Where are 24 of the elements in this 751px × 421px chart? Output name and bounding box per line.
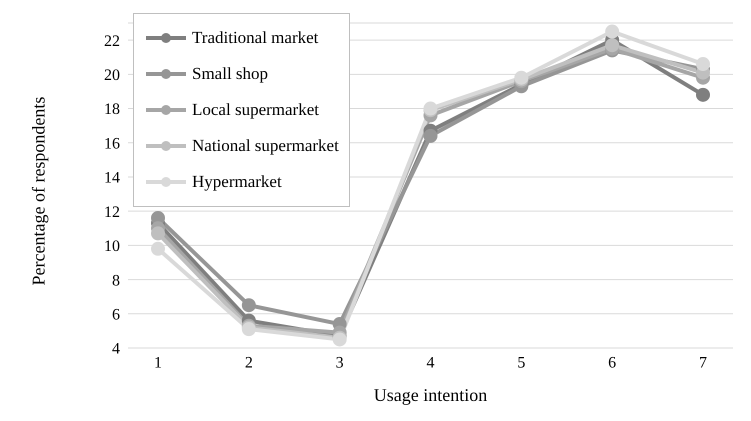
y-tick-label: 14 <box>104 170 120 187</box>
y-tick-label: 8 <box>112 272 120 290</box>
y-tick-label: 16 <box>104 135 120 152</box>
y-tick-label: 4 <box>112 340 120 358</box>
y-tick-label: 18 <box>104 101 120 118</box>
y-tick-label: 10 <box>104 238 120 256</box>
legend-label: National supermarket <box>192 135 339 157</box>
x-tick-label: 4 <box>426 354 434 372</box>
y-tick-label: 22 <box>104 32 120 50</box>
x-tick-label: 7 <box>699 354 707 372</box>
y-axis-title: Percentage of respondents <box>28 96 48 286</box>
legend-label: Small shop <box>192 63 268 85</box>
y-tick-label: 20 <box>104 66 120 84</box>
x-tick-label: 2 <box>244 354 253 372</box>
x-tick-label: 1 <box>154 354 162 372</box>
legend-label: Hypermarket <box>192 171 282 193</box>
x-tick-label: 5 <box>517 354 526 372</box>
legend-label: Local supermarket <box>192 99 319 121</box>
y-tick-label: 6 <box>112 306 120 324</box>
legend-label: Traditional market <box>192 27 318 49</box>
y-tick-label: 12 <box>104 204 120 221</box>
x-axis-title: Usage intention <box>374 385 488 405</box>
x-tick-label: 3 <box>336 354 344 372</box>
x-tick-label: 6 <box>608 354 616 372</box>
